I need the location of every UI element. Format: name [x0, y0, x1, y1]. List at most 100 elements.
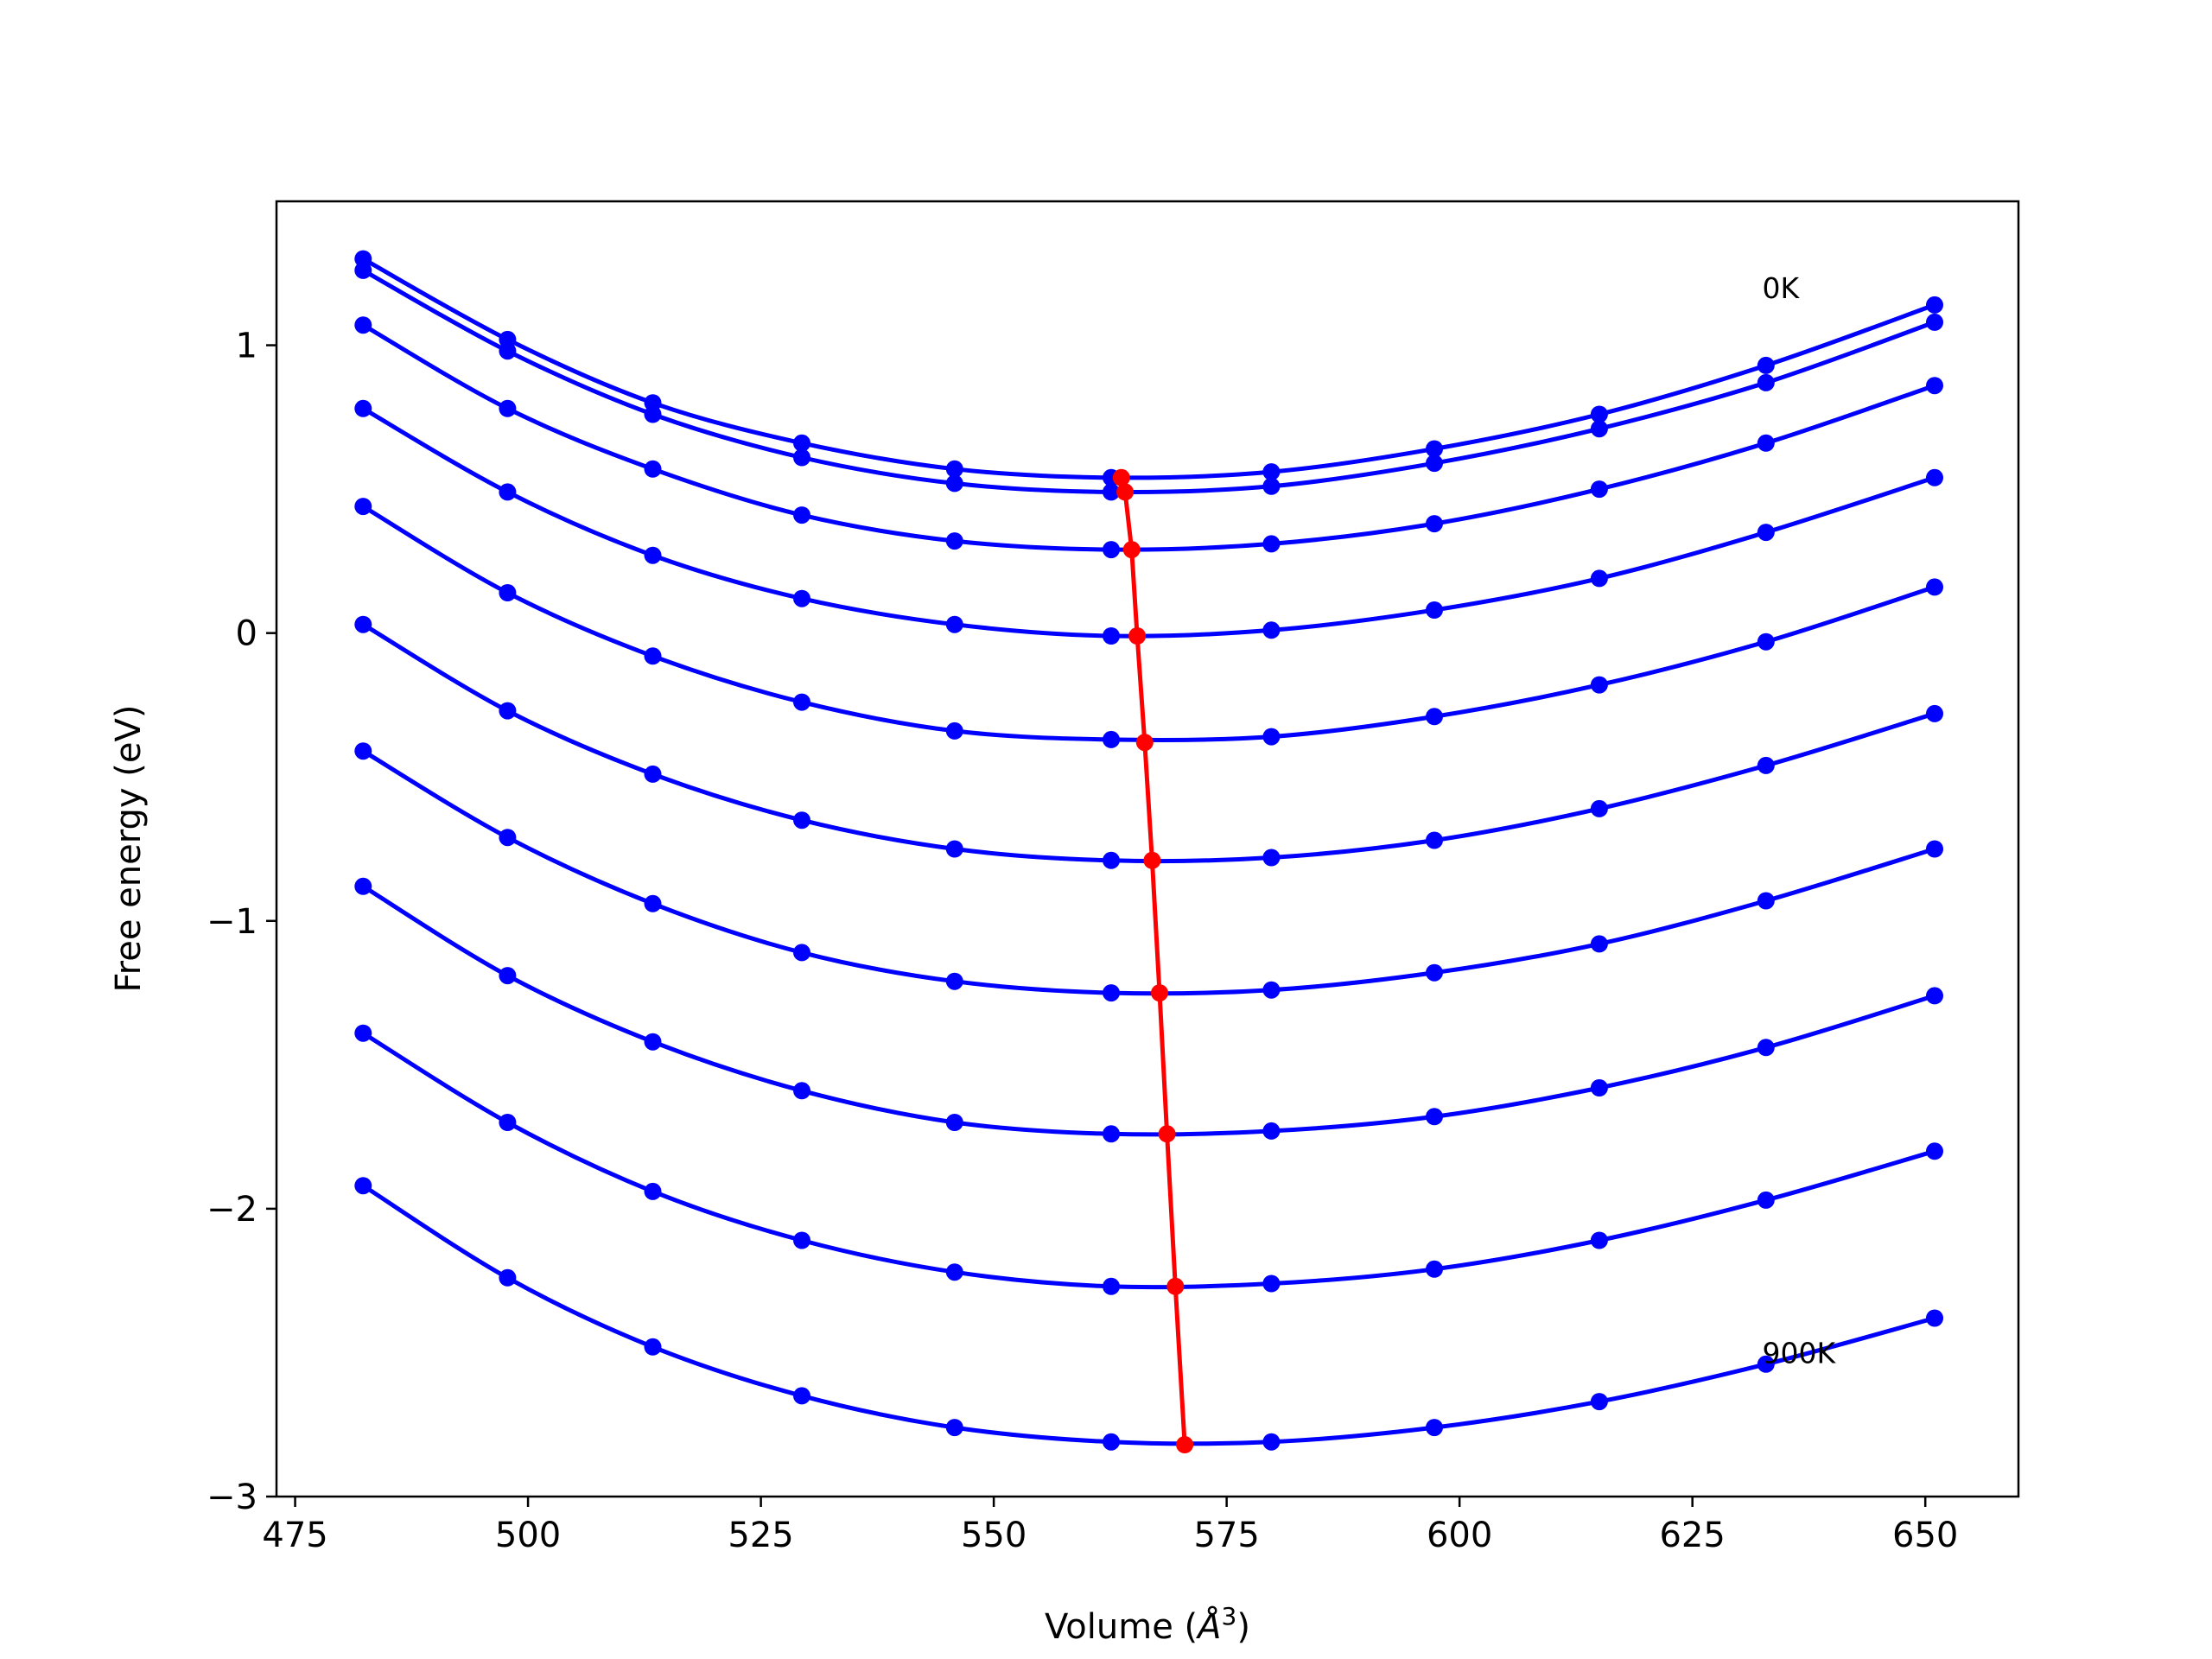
series-10-point-10: [1757, 1355, 1775, 1373]
minima-point-7: [1151, 984, 1168, 1002]
series-1-point-11: [1926, 296, 1943, 314]
curves-layer: [354, 250, 1943, 1451]
series-4-point-6: [1103, 627, 1120, 645]
series-10-point-5: [945, 1419, 963, 1437]
series-9-point-11: [1926, 1142, 1943, 1160]
series-7-point-4: [793, 944, 810, 962]
series-2-point-3: [644, 405, 662, 423]
series-8-point-3: [644, 1033, 662, 1051]
series-7-point-9: [1590, 935, 1608, 953]
series-4-point-9: [1590, 569, 1608, 588]
x-axis-title: Volume (Å3): [1045, 1602, 1250, 1647]
series-3: [354, 316, 1943, 559]
series-2-point-2: [499, 342, 517, 360]
series-10-point-3: [644, 1338, 662, 1356]
series-2-point-1: [354, 261, 372, 279]
series-3-point-1: [354, 316, 372, 334]
series-3-point-11: [1926, 377, 1943, 395]
series-2-point-5: [945, 474, 963, 493]
x-tick-label: 550: [961, 1516, 1027, 1555]
series-8-point-6: [1103, 1125, 1120, 1143]
series-2-point-8: [1426, 454, 1443, 473]
series-1-point-10: [1757, 356, 1775, 374]
series-9-point-5: [945, 1263, 963, 1281]
series-10-point-4: [793, 1387, 810, 1405]
series-6-point-2: [499, 702, 517, 720]
series-6: [354, 615, 1943, 869]
x-tick-label: 575: [1193, 1516, 1259, 1555]
series-9-point-1: [354, 1024, 372, 1042]
series-1-point-9: [1590, 405, 1608, 423]
series-9-point-8: [1426, 1260, 1443, 1278]
series-7-point-11: [1926, 840, 1943, 858]
series-2-point-9: [1590, 420, 1608, 438]
series-1-point-5: [945, 460, 963, 478]
series-6-point-10: [1757, 756, 1775, 774]
series-8-point-11: [1926, 987, 1943, 1005]
minima-point-5: [1135, 734, 1154, 752]
series-2-point-11: [1926, 313, 1943, 331]
series-6-point-11: [1926, 704, 1943, 722]
series-10-point-6: [1103, 1433, 1120, 1451]
series-4-point-3: [644, 546, 662, 564]
series-10-point-1: [354, 1177, 372, 1195]
series-6-point-1: [354, 615, 372, 633]
series-5-point-5: [945, 721, 963, 740]
series-1-point-8: [1426, 440, 1443, 458]
series-6-point-3: [644, 765, 662, 783]
series-9-point-7: [1262, 1274, 1281, 1293]
series-5-point-11: [1926, 578, 1943, 596]
series-5-point-10: [1757, 632, 1775, 651]
series-6-point-4: [793, 811, 810, 830]
y-axis: −3 −2 −1 0 1: [207, 327, 276, 1517]
series-8-point-9: [1590, 1079, 1608, 1096]
series-2-point-7: [1262, 477, 1281, 495]
series-6-point-9: [1590, 799, 1608, 817]
series-8-point-5: [945, 1114, 963, 1131]
series-7-point-6: [1103, 984, 1120, 1002]
series-6-point-6: [1103, 851, 1120, 869]
series-10-point-2: [499, 1268, 517, 1287]
series-3-point-2: [499, 399, 517, 417]
series-4-point-11: [1926, 468, 1943, 486]
series-7-point-2: [499, 829, 517, 847]
series-9-point-10: [1757, 1191, 1775, 1209]
series-5-point-2: [499, 584, 517, 601]
series-8-point-1: [354, 877, 372, 895]
y-tick-label: −1: [207, 902, 257, 942]
series-4-point-8: [1426, 601, 1443, 619]
series-9: [354, 1024, 1943, 1295]
series-9-point-2: [499, 1114, 517, 1131]
series-6-point-7: [1262, 849, 1281, 867]
series-10: [354, 1177, 1943, 1451]
series-8-point-2: [499, 967, 517, 985]
y-tick-label: 1: [236, 327, 257, 366]
minima-layer: [1112, 468, 1194, 1453]
series-5-point-3: [644, 647, 662, 665]
x-tick-label: 525: [728, 1516, 793, 1555]
series-8-point-10: [1757, 1039, 1775, 1057]
series-4-point-1: [354, 399, 372, 417]
minima-point-6: [1143, 851, 1161, 869]
x-tick-label: 500: [495, 1516, 561, 1555]
series-9-point-4: [793, 1231, 810, 1249]
y-tick-label: −3: [207, 1478, 257, 1517]
x-tick-label: 600: [1427, 1516, 1492, 1555]
series-5-point-9: [1590, 676, 1608, 694]
series-5-point-4: [793, 693, 810, 711]
series-10-point-11: [1926, 1309, 1943, 1327]
annotation-0k: 0K: [1763, 271, 1801, 305]
series-4-point-7: [1262, 621, 1281, 639]
series-8-point-8: [1426, 1108, 1443, 1126]
series-3-point-4: [793, 506, 810, 524]
series-4: [354, 399, 1943, 645]
series-5-point-8: [1426, 708, 1443, 726]
x-tick-label: 650: [1892, 1516, 1958, 1555]
series-8: [354, 877, 1943, 1143]
series-7-point-5: [945, 972, 963, 990]
series-4-point-2: [499, 483, 517, 501]
series-5-point-1: [354, 498, 372, 516]
series-2-point-4: [793, 448, 810, 467]
minima-point-9: [1166, 1277, 1185, 1295]
